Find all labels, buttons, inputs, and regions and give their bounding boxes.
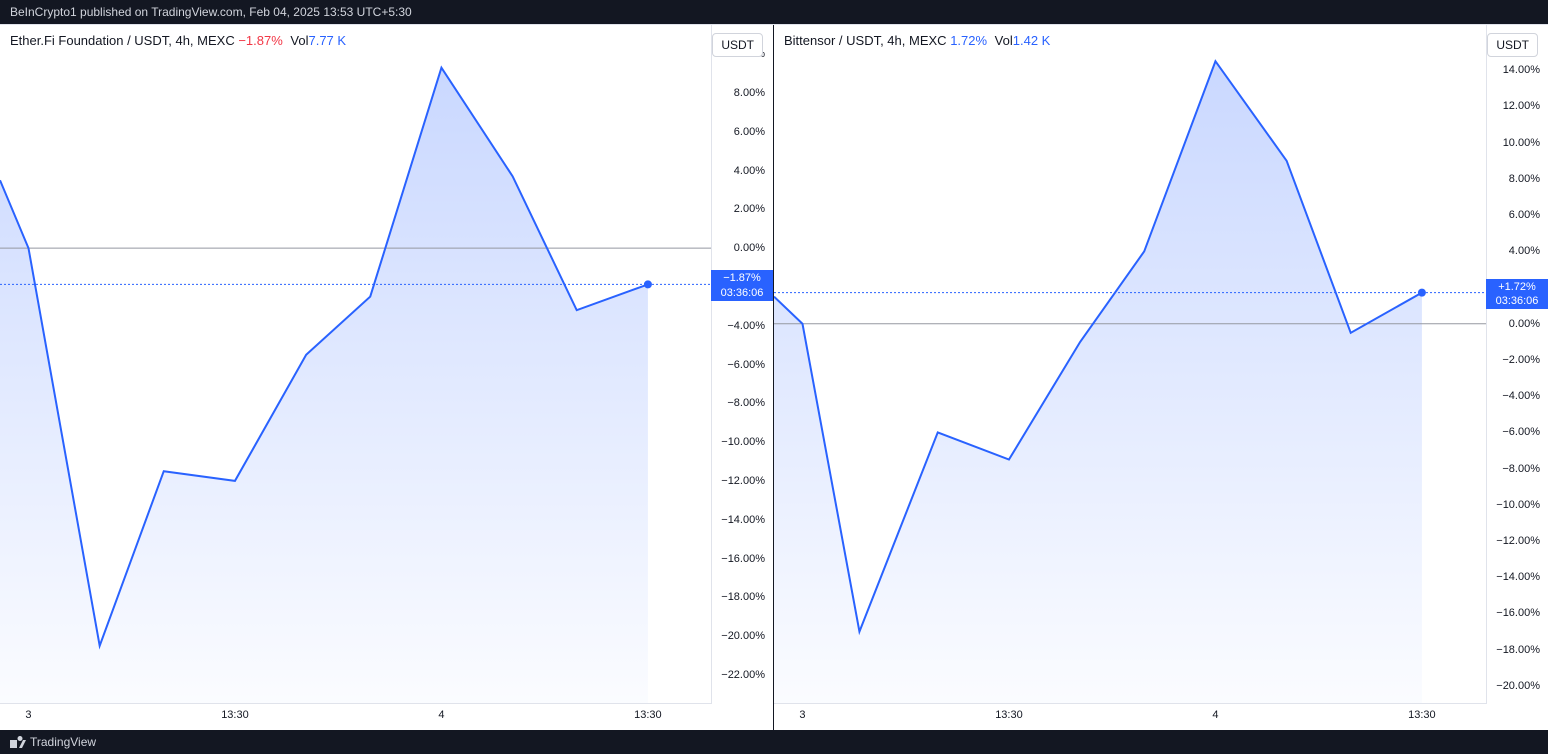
y-tick: 0.00% <box>734 242 765 254</box>
y-tick: 4.00% <box>1509 245 1540 257</box>
y-tick: −6.00% <box>727 359 765 371</box>
y-tick: 0.00% <box>1509 318 1540 330</box>
symbol-name[interactable]: Ether.Fi Foundation / USDT, 4h, MEXC <box>10 33 235 48</box>
chart-panel-1[interactable]: Bittensor / USDT, 4h, MEXC 1.72% Vol1.42… <box>774 25 1548 730</box>
last-point-marker <box>644 280 652 288</box>
axis-unit-button[interactable]: USDT <box>1487 33 1538 57</box>
x-tick: 4 <box>1212 709 1218 721</box>
x-tick: 4 <box>438 709 444 721</box>
footer: TradingView <box>0 730 1548 754</box>
flag-countdown: 03:36:06 <box>711 286 773 300</box>
x-axis[interactable]: 3 13:30 4 13:30 <box>0 703 712 730</box>
y-tick: 8.00% <box>1509 173 1540 185</box>
y-tick: −20.00% <box>721 630 765 642</box>
area-fill <box>0 68 648 704</box>
y-tick: 8.00% <box>734 87 765 99</box>
y-tick: −6.00% <box>1502 426 1540 438</box>
y-tick: −18.00% <box>1496 644 1540 656</box>
publish-header: BeInCrypto1 published on TradingView.com… <box>0 0 1548 24</box>
y-tick: 14.00% <box>1503 64 1540 76</box>
y-tick: 12.00% <box>1503 100 1540 112</box>
publish-text: BeInCrypto1 published on TradingView.com… <box>10 5 412 19</box>
plot-area[interactable] <box>774 25 1486 704</box>
vol-value: 1.42 K <box>1013 33 1051 48</box>
price-flag: −1.87%03:36:06 <box>711 270 773 301</box>
plot-area[interactable] <box>0 25 712 704</box>
y-tick: −8.00% <box>1502 463 1540 475</box>
y-tick: −12.00% <box>721 475 765 487</box>
y-tick: −12.00% <box>1496 535 1540 547</box>
chart-panel-0[interactable]: Ether.Fi Foundation / USDT, 4h, MEXC −1.… <box>0 25 774 730</box>
x-tick: 13:30 <box>634 709 662 721</box>
y-tick: −10.00% <box>1496 499 1540 511</box>
last-point-marker <box>1418 289 1426 297</box>
symbol-name[interactable]: Bittensor / USDT, 4h, MEXC <box>784 33 947 48</box>
flag-countdown: 03:36:06 <box>1486 294 1548 308</box>
y-tick: −14.00% <box>721 514 765 526</box>
axis-unit-button[interactable]: USDT <box>712 33 763 57</box>
price-flag: +1.72%03:36:06 <box>1486 279 1548 310</box>
x-tick: 3 <box>25 709 31 721</box>
vol-label: Vol <box>287 33 309 48</box>
y-tick: 10.00% <box>1503 137 1540 149</box>
y-tick: 6.00% <box>734 126 765 138</box>
tradingview-logo: TradingView <box>10 735 96 749</box>
y-tick: −8.00% <box>727 397 765 409</box>
tradingview-icon <box>10 736 26 748</box>
chart-title: Bittensor / USDT, 4h, MEXC 1.72% Vol1.42… <box>784 33 1050 48</box>
y-tick: −16.00% <box>721 553 765 565</box>
y-tick: −4.00% <box>727 320 765 332</box>
y-tick: −16.00% <box>1496 607 1540 619</box>
y-axis[interactable]: 14.00%12.00%10.00%8.00%6.00%4.00%2.00%0.… <box>1486 25 1548 704</box>
footer-brand: TradingView <box>30 735 96 749</box>
vol-value: 7.77 K <box>308 33 346 48</box>
x-tick: 13:30 <box>221 709 249 721</box>
y-tick: −18.00% <box>721 591 765 603</box>
y-tick: −2.00% <box>1502 354 1540 366</box>
area-fill <box>774 61 1422 704</box>
y-tick: 6.00% <box>1509 209 1540 221</box>
y-tick: −22.00% <box>721 669 765 681</box>
x-axis[interactable]: 3 13:30 4 13:30 <box>774 703 1486 730</box>
vol-label: Vol <box>991 33 1013 48</box>
flag-pct: −1.87% <box>711 271 773 285</box>
y-tick: −10.00% <box>721 436 765 448</box>
charts-container: Ether.Fi Foundation / USDT, 4h, MEXC −1.… <box>0 24 1548 730</box>
pct-change: −1.87% <box>238 33 282 48</box>
chart-title: Ether.Fi Foundation / USDT, 4h, MEXC −1.… <box>10 33 346 48</box>
y-axis[interactable]: 10.00%8.00%6.00%4.00%2.00%0.00%−2.00%−4.… <box>711 25 773 704</box>
pct-change: 1.72% <box>950 33 987 48</box>
y-tick: −4.00% <box>1502 390 1540 402</box>
x-tick: 13:30 <box>1408 709 1436 721</box>
flag-pct: +1.72% <box>1486 280 1548 294</box>
y-tick: −14.00% <box>1496 571 1540 583</box>
x-tick: 3 <box>799 709 805 721</box>
y-tick: −20.00% <box>1496 680 1540 692</box>
y-tick: 2.00% <box>734 203 765 215</box>
x-tick: 13:30 <box>995 709 1023 721</box>
y-tick: 4.00% <box>734 165 765 177</box>
